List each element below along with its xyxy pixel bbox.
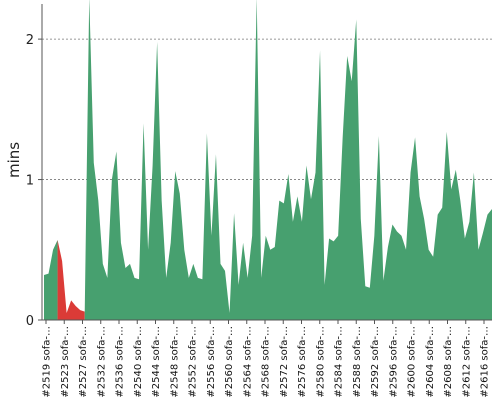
x-tick-label-15: #2580 sofa-… — [315, 326, 326, 398]
y-axis-label: mins — [5, 142, 23, 178]
y-tick-label-1: 1 — [26, 174, 34, 189]
y-tick-label-2: 2 — [26, 33, 34, 48]
x-tick-label-2: #2527 sofa-… — [78, 326, 89, 398]
x-tick-label-0: #2519 sofa-… — [42, 326, 53, 398]
pass-area-2 — [84, 0, 492, 320]
x-tick-label-21: #2604 sofa-… — [425, 326, 436, 398]
x-tick-label-20: #2600 sofa-… — [407, 326, 418, 398]
gridlines — [42, 38, 492, 180]
x-tick-label-14: #2576 sofa-… — [297, 326, 308, 398]
x-tick-label-16: #2584 sofa-… — [334, 326, 345, 398]
x-tick-label-10: #2560 sofa-… — [224, 326, 235, 398]
x-tick-label-1: #2523 sofa-… — [60, 326, 71, 398]
x-tick-label-7: #2548 sofa-… — [169, 326, 180, 398]
x-tick-label-5: #2540 sofa-… — [133, 326, 144, 398]
x-tick-label-23: #2612 sofa-… — [461, 326, 472, 398]
axes: 0 1 2 #2519 sofa-… #2523 sofa-… #2527 sofa-… #… — [26, 4, 492, 398]
duration-areas — [44, 0, 492, 320]
x-tick-label-9: #2556 sofa-… — [206, 326, 217, 398]
x-tick-label-22: #2608 sofa-… — [443, 326, 454, 398]
x-tick-label-18: #2592 sofa-… — [370, 326, 381, 398]
x-tick-label-12: #2568 sofa-… — [261, 326, 272, 398]
fail-area-1 — [57, 239, 85, 320]
x-tick-label-4: #2536 sofa-… — [115, 326, 126, 398]
x-tick-label-8: #2552 sofa-… — [188, 326, 199, 398]
x-tick-label-11: #2564 sofa-… — [242, 326, 253, 398]
y-tick-label-0: 0 — [26, 314, 34, 329]
x-tick-label-24: #2616 sofa-… — [480, 326, 491, 398]
x-tick-label-6: #2544 sofa-… — [151, 326, 162, 398]
x-tick-label-19: #2596 sofa-… — [388, 326, 399, 398]
pass-area-0 — [44, 239, 58, 320]
x-tick-label-13: #2572 sofa-… — [279, 326, 290, 398]
x-tick-label-3: #2532 sofa-… — [96, 326, 107, 398]
x-tick-label-17: #2588 sofa-… — [352, 326, 363, 398]
